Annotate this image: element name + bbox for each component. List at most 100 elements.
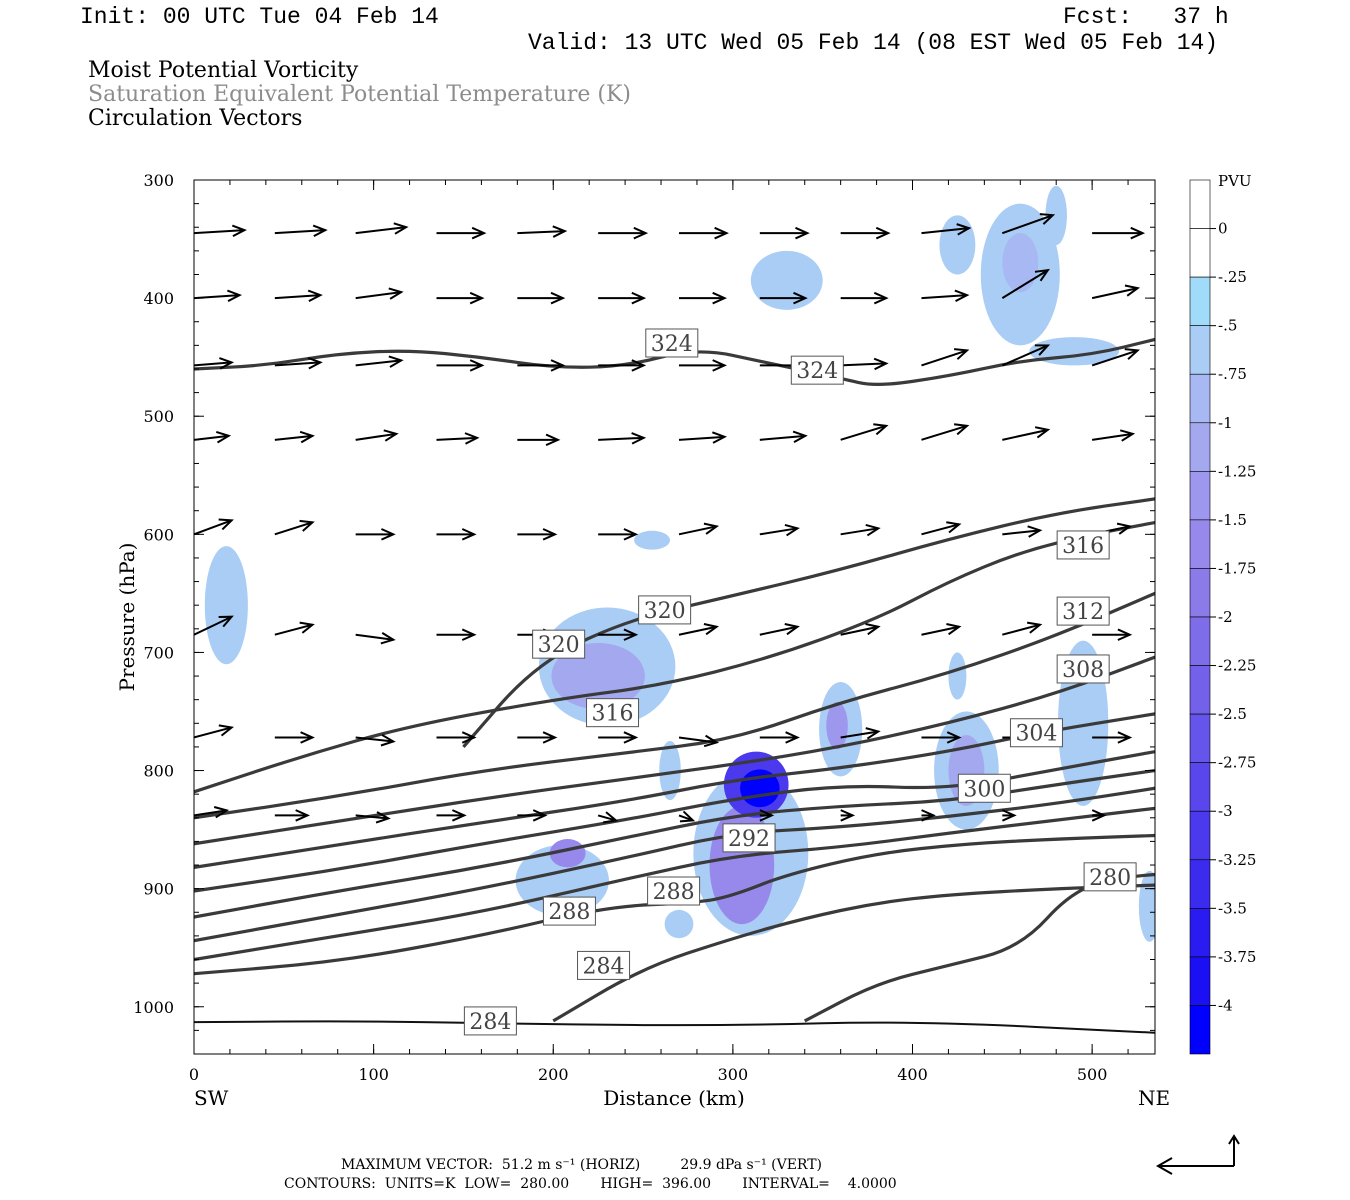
vector-2-2 — [355, 355, 404, 368]
vector-3-9 — [921, 423, 970, 441]
vector-1-11 — [1091, 284, 1141, 300]
colorbar-label-8: -2 — [1218, 608, 1233, 626]
vector-7-7 — [759, 809, 775, 822]
svg-text:320: 320 — [644, 599, 686, 624]
pv-region-24 — [664, 909, 694, 939]
vector-7-4 — [517, 809, 548, 822]
field-title-pv: Moist Potential Vorticity — [88, 58, 359, 83]
y-tick-label-2: 500 — [143, 407, 174, 426]
theta-contour-288-9 — [194, 806, 1155, 962]
vector-6-8 — [840, 727, 881, 740]
vector-5-0 — [194, 615, 234, 636]
ne-end-label: NE — [1138, 1086, 1170, 1110]
theta-contour-316-2 — [194, 520, 1155, 794]
colorbar-swatch-13 — [1189, 810, 1211, 861]
pv-shading — [204, 185, 1155, 942]
colorbar-label-7: -1.75 — [1218, 559, 1256, 577]
vector-1-8 — [840, 291, 889, 305]
svg-text:308: 308 — [1062, 658, 1104, 683]
vector-7-1 — [274, 809, 310, 822]
x-tick-label-2: 200 — [538, 1065, 569, 1084]
vector-1-7 — [759, 291, 808, 305]
vector-1-3 — [436, 291, 485, 305]
colorbar-label-10: -2.5 — [1218, 705, 1247, 723]
contour-label-5: 316 — [1056, 530, 1110, 560]
colorbar-label-1: -.25 — [1218, 268, 1247, 286]
contour-label-0: 324 — [645, 328, 699, 358]
pv-colorbar: PVU 0 -.25 -.5 -.75 -1 -1.25 -1.5 -1.75 -2 -2.25 -2… — [1189, 172, 1256, 1055]
pv-region-19 — [1045, 185, 1067, 245]
vector-4-2 — [355, 528, 396, 541]
vector-0-2 — [355, 222, 409, 235]
vector-3-10 — [1002, 426, 1051, 441]
vector-6-4 — [517, 731, 558, 744]
vector-3-2 — [355, 429, 399, 442]
vector-6-7 — [759, 731, 800, 744]
x-tick-label-1: 100 — [358, 1065, 389, 1084]
vector-0-9 — [921, 223, 972, 236]
contour-label-6: 312 — [1056, 596, 1110, 626]
y-tick-label-6: 900 — [143, 880, 174, 899]
vector-0-0 — [194, 224, 247, 238]
vector-3-5 — [598, 432, 647, 445]
theta-contour-308-4 — [194, 655, 1155, 846]
vector-0-10 — [1001, 213, 1056, 235]
vector-2-1 — [274, 356, 323, 370]
y-tick-label-5: 800 — [143, 762, 174, 781]
vector-6-2 — [355, 734, 396, 747]
colorbar-label-2: -.5 — [1218, 317, 1237, 335]
vector-4-8 — [840, 523, 881, 537]
theta-contour-320-1 — [462, 497, 1155, 748]
contour-label-10: 292 — [722, 823, 776, 853]
vector-7-3 — [436, 809, 467, 822]
svg-text:316: 316 — [1062, 534, 1104, 559]
vector-3-0 — [194, 430, 232, 444]
colorbar-label-13: -3.25 — [1218, 851, 1256, 869]
vector-0-1 — [274, 224, 328, 238]
colorbar-label-6: -1.5 — [1218, 511, 1247, 529]
pv-region-22 — [948, 652, 967, 700]
colorbar-swatch-5 — [1189, 422, 1211, 472]
theta-contour-284-10 — [194, 833, 1155, 976]
colorbar-label-5: -1.25 — [1218, 462, 1256, 480]
svg-text:284: 284 — [469, 1010, 511, 1035]
theta-contour-284-11 — [552, 883, 1155, 1023]
svg-text:320: 320 — [538, 633, 580, 658]
colorbar-swatch-6 — [1189, 471, 1211, 521]
x-axis-label: Distance (km) — [603, 1086, 745, 1110]
y-axis-label: Pressure (hPa) — [115, 543, 139, 692]
y-tick-label-1: 400 — [143, 289, 174, 308]
vector-4-10 — [1002, 525, 1043, 538]
theta-contour-280-12 — [803, 872, 1155, 1023]
vector-0-7 — [759, 226, 810, 240]
contour-label-2: 320 — [638, 595, 692, 625]
vector-1-6 — [678, 291, 727, 305]
colorbar-swatch-7 — [1189, 519, 1211, 569]
vector-3-7 — [759, 430, 808, 444]
pv-region-14 — [750, 250, 823, 310]
colorbar-swatch-2 — [1189, 276, 1211, 326]
contour-labels: 324 324 320 320 316 316 312 308 304 300 292 288 288 2… — [463, 328, 1137, 1036]
vector-4-9 — [921, 521, 962, 536]
vector-7-10 — [1001, 809, 1017, 822]
y-tick-label-0: 300 — [143, 171, 174, 190]
field-title-vectors: Circulation Vectors — [88, 106, 303, 131]
vector-7-11 — [1091, 809, 1107, 822]
colorbar-swatch-10 — [1189, 665, 1211, 715]
colorbar-swatch-14 — [1189, 859, 1211, 909]
sw-end-label: SW — [194, 1086, 229, 1110]
vector-4-6 — [678, 522, 720, 536]
colorbar-swatch-1 — [1189, 228, 1211, 278]
vector-2-0 — [194, 357, 235, 370]
vector-2-10 — [1001, 344, 1051, 367]
contour-label-8: 304 — [1009, 718, 1063, 748]
vector-5-11 — [1092, 628, 1133, 641]
vector-0-3 — [436, 226, 487, 240]
colorbar-label-12: -3 — [1218, 802, 1233, 820]
vector-6-5 — [598, 731, 639, 744]
svg-text:280: 280 — [1089, 866, 1131, 891]
vector-4-7 — [759, 523, 800, 537]
vector-5-3 — [436, 628, 477, 641]
svg-text:288: 288 — [653, 880, 695, 905]
